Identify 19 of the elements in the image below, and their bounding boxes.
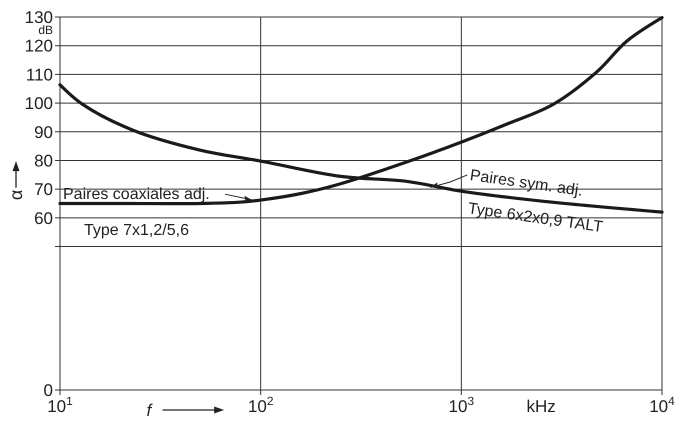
y-axis-title: α [6, 190, 26, 200]
y-tick-label: 80 [34, 151, 53, 170]
text: kHz [526, 397, 556, 416]
series-label: Paires coaxiales adj. [63, 186, 210, 204]
text: dB [38, 23, 53, 37]
y-tick-label: 100 [24, 94, 53, 114]
legend-label: Paires sym. adj. [468, 167, 584, 200]
y-tick-label: 60 [34, 208, 53, 228]
x-tick-label: 10$^{2}$ [248, 394, 274, 416]
annotation: Type 6x2x0,9 TALT [466, 200, 604, 236]
x-tick-label: 10$^{4}$ [649, 394, 676, 416]
y-tick-label: 0 [44, 381, 53, 400]
y-tick-label: 90 [34, 122, 53, 142]
y-tick-label: 70 [34, 180, 53, 200]
y-tick-label: 120 [24, 36, 53, 56]
x-tick-label: 10$^{3}$ [448, 394, 474, 416]
x-axis-title: f [146, 401, 154, 420]
annotation: Type 7x1,2/5,6 [84, 222, 190, 239]
y-tick-label: 110 [26, 65, 53, 84]
